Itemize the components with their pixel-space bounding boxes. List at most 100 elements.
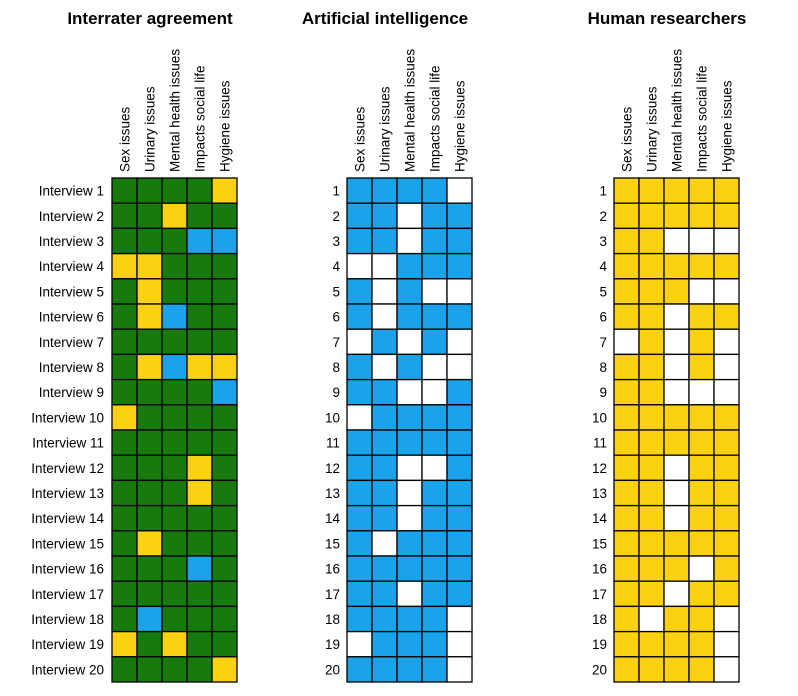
heatmap-cell-human bbox=[688, 429, 715, 456]
heatmap-cell-none bbox=[396, 328, 423, 356]
heatmap-cell-human bbox=[638, 429, 665, 456]
heatmap-cell-ai bbox=[421, 555, 448, 582]
heatmap-cell-human bbox=[613, 404, 640, 431]
heatmap-cell-human bbox=[663, 605, 690, 633]
row-label: 11 bbox=[326, 436, 340, 451]
heatmap-cell-agree bbox=[186, 504, 213, 532]
heatmap-cell-agree bbox=[186, 378, 213, 406]
heatmap-cell-ai bbox=[396, 404, 423, 431]
heatmap-cell-agree bbox=[211, 278, 238, 305]
heatmap-cell-human bbox=[613, 227, 640, 255]
row-label: 1 bbox=[332, 184, 340, 199]
heatmap-cell-human bbox=[613, 530, 640, 557]
heatmap-cell-human bbox=[713, 252, 740, 280]
heatmap-cell-none bbox=[663, 454, 690, 482]
heatmap-cell-none bbox=[396, 479, 423, 507]
panel-human: Human researchers Sex issues Urinary issue… bbox=[588, 9, 746, 683]
heatmap-cell-none bbox=[421, 278, 448, 305]
heatmap-cell-agree bbox=[136, 378, 163, 406]
heatmap-cell-agree bbox=[161, 252, 188, 280]
heatmap-cell-ai bbox=[371, 605, 398, 633]
heatmap-cell-agree bbox=[186, 656, 213, 683]
heatmap-cell-agree bbox=[186, 605, 213, 633]
heatmap-cell-human bbox=[613, 504, 640, 532]
column-label: Sex issues bbox=[118, 106, 133, 172]
heatmap-cell-agree bbox=[161, 454, 188, 482]
heatmap-cell-agree bbox=[161, 504, 188, 532]
row-label: 15 bbox=[592, 536, 607, 551]
row-label: Interview 12 bbox=[31, 461, 104, 476]
heatmap-cell-agree bbox=[161, 227, 188, 255]
heatmap-cell-agree bbox=[136, 656, 163, 683]
heatmap-cell-agree bbox=[136, 177, 163, 204]
heatmap-cell-human bbox=[613, 454, 640, 482]
row-label: Interview 7 bbox=[39, 335, 104, 350]
heatmap-cell-none bbox=[371, 303, 398, 330]
column-label: Mental health issues bbox=[168, 49, 183, 172]
heatmap-cell-human bbox=[136, 530, 163, 557]
heatmap-cell-none bbox=[663, 504, 690, 532]
column-label: Impacts social life bbox=[428, 65, 443, 172]
heatmap-cell-agree bbox=[186, 278, 213, 305]
heatmap-cell-ai bbox=[346, 454, 373, 482]
row-label: 4 bbox=[332, 259, 340, 274]
row-label: 3 bbox=[599, 234, 607, 249]
heatmap-cell-ai bbox=[421, 177, 448, 204]
row-label: 18 bbox=[325, 612, 340, 627]
heatmap-cell-human bbox=[688, 454, 715, 482]
row-label: Interview 8 bbox=[39, 360, 104, 375]
heatmap-cell-agree bbox=[136, 328, 163, 356]
heatmap-cell-ai bbox=[421, 202, 448, 230]
heatmap-cell-ai bbox=[346, 278, 373, 305]
heatmap-cell-human bbox=[663, 656, 690, 683]
heatmap-cell-ai bbox=[371, 328, 398, 356]
heatmap-cell-ai bbox=[421, 630, 448, 658]
column-label: Hygiene issues bbox=[453, 80, 468, 172]
row-label: Interview 19 bbox=[31, 637, 104, 652]
heatmap-cell-none bbox=[346, 630, 373, 658]
heatmap-cell-none bbox=[346, 328, 373, 356]
heatmap-cell-none bbox=[396, 378, 423, 406]
row-label: Interview 10 bbox=[31, 410, 104, 425]
heatmap-cell-agree bbox=[161, 404, 188, 431]
heatmap-cell-human bbox=[663, 555, 690, 582]
heatmap-cell-none bbox=[688, 227, 715, 255]
row-label: 2 bbox=[599, 209, 607, 224]
heatmap-cell-agree bbox=[111, 227, 138, 255]
heatmap-cell-ai bbox=[421, 328, 448, 356]
heatmap-cell-agree bbox=[111, 202, 138, 230]
heatmap-cell-human bbox=[638, 479, 665, 507]
heatmap-cell-agree bbox=[186, 328, 213, 356]
heatmap-cell-human bbox=[111, 404, 138, 431]
heatmap-cell-human bbox=[613, 580, 640, 608]
heatmap-cell-agree bbox=[186, 252, 213, 280]
heatmap-cell-human bbox=[713, 530, 740, 557]
heatmap-cell-ai bbox=[446, 504, 473, 532]
heatmap-cell-human bbox=[638, 278, 665, 305]
heatmap-cell-agree bbox=[136, 454, 163, 482]
heatmap-cell-human bbox=[613, 202, 640, 230]
heatmap-cell-human bbox=[613, 353, 640, 381]
row-label: 17 bbox=[592, 587, 607, 602]
row-label: 8 bbox=[599, 360, 607, 375]
heatmap-cell-human bbox=[161, 202, 188, 230]
heatmap-cell-none bbox=[663, 353, 690, 381]
row-label: Interview 4 bbox=[39, 259, 105, 274]
heatmap-cell-ai bbox=[446, 303, 473, 330]
heatmap-cell-human bbox=[638, 530, 665, 557]
heatmap-cell-agree bbox=[186, 202, 213, 230]
heatmap-cell-none bbox=[713, 353, 740, 381]
heatmap-cell-human bbox=[613, 278, 640, 305]
column-label: Mental health issues bbox=[670, 49, 685, 172]
heatmap-cell-agree bbox=[211, 555, 238, 582]
heatmap-cell-ai bbox=[346, 479, 373, 507]
heatmap-cell-human bbox=[688, 303, 715, 330]
heatmap-cell-agree bbox=[186, 530, 213, 557]
row-label: 5 bbox=[332, 284, 340, 299]
heatmap-cell-agree bbox=[111, 177, 138, 204]
heatmap-cell-agree bbox=[161, 177, 188, 204]
heatmap-cell-ai bbox=[371, 504, 398, 532]
heatmap-cell-ai bbox=[371, 404, 398, 431]
row-label: 19 bbox=[592, 637, 607, 652]
